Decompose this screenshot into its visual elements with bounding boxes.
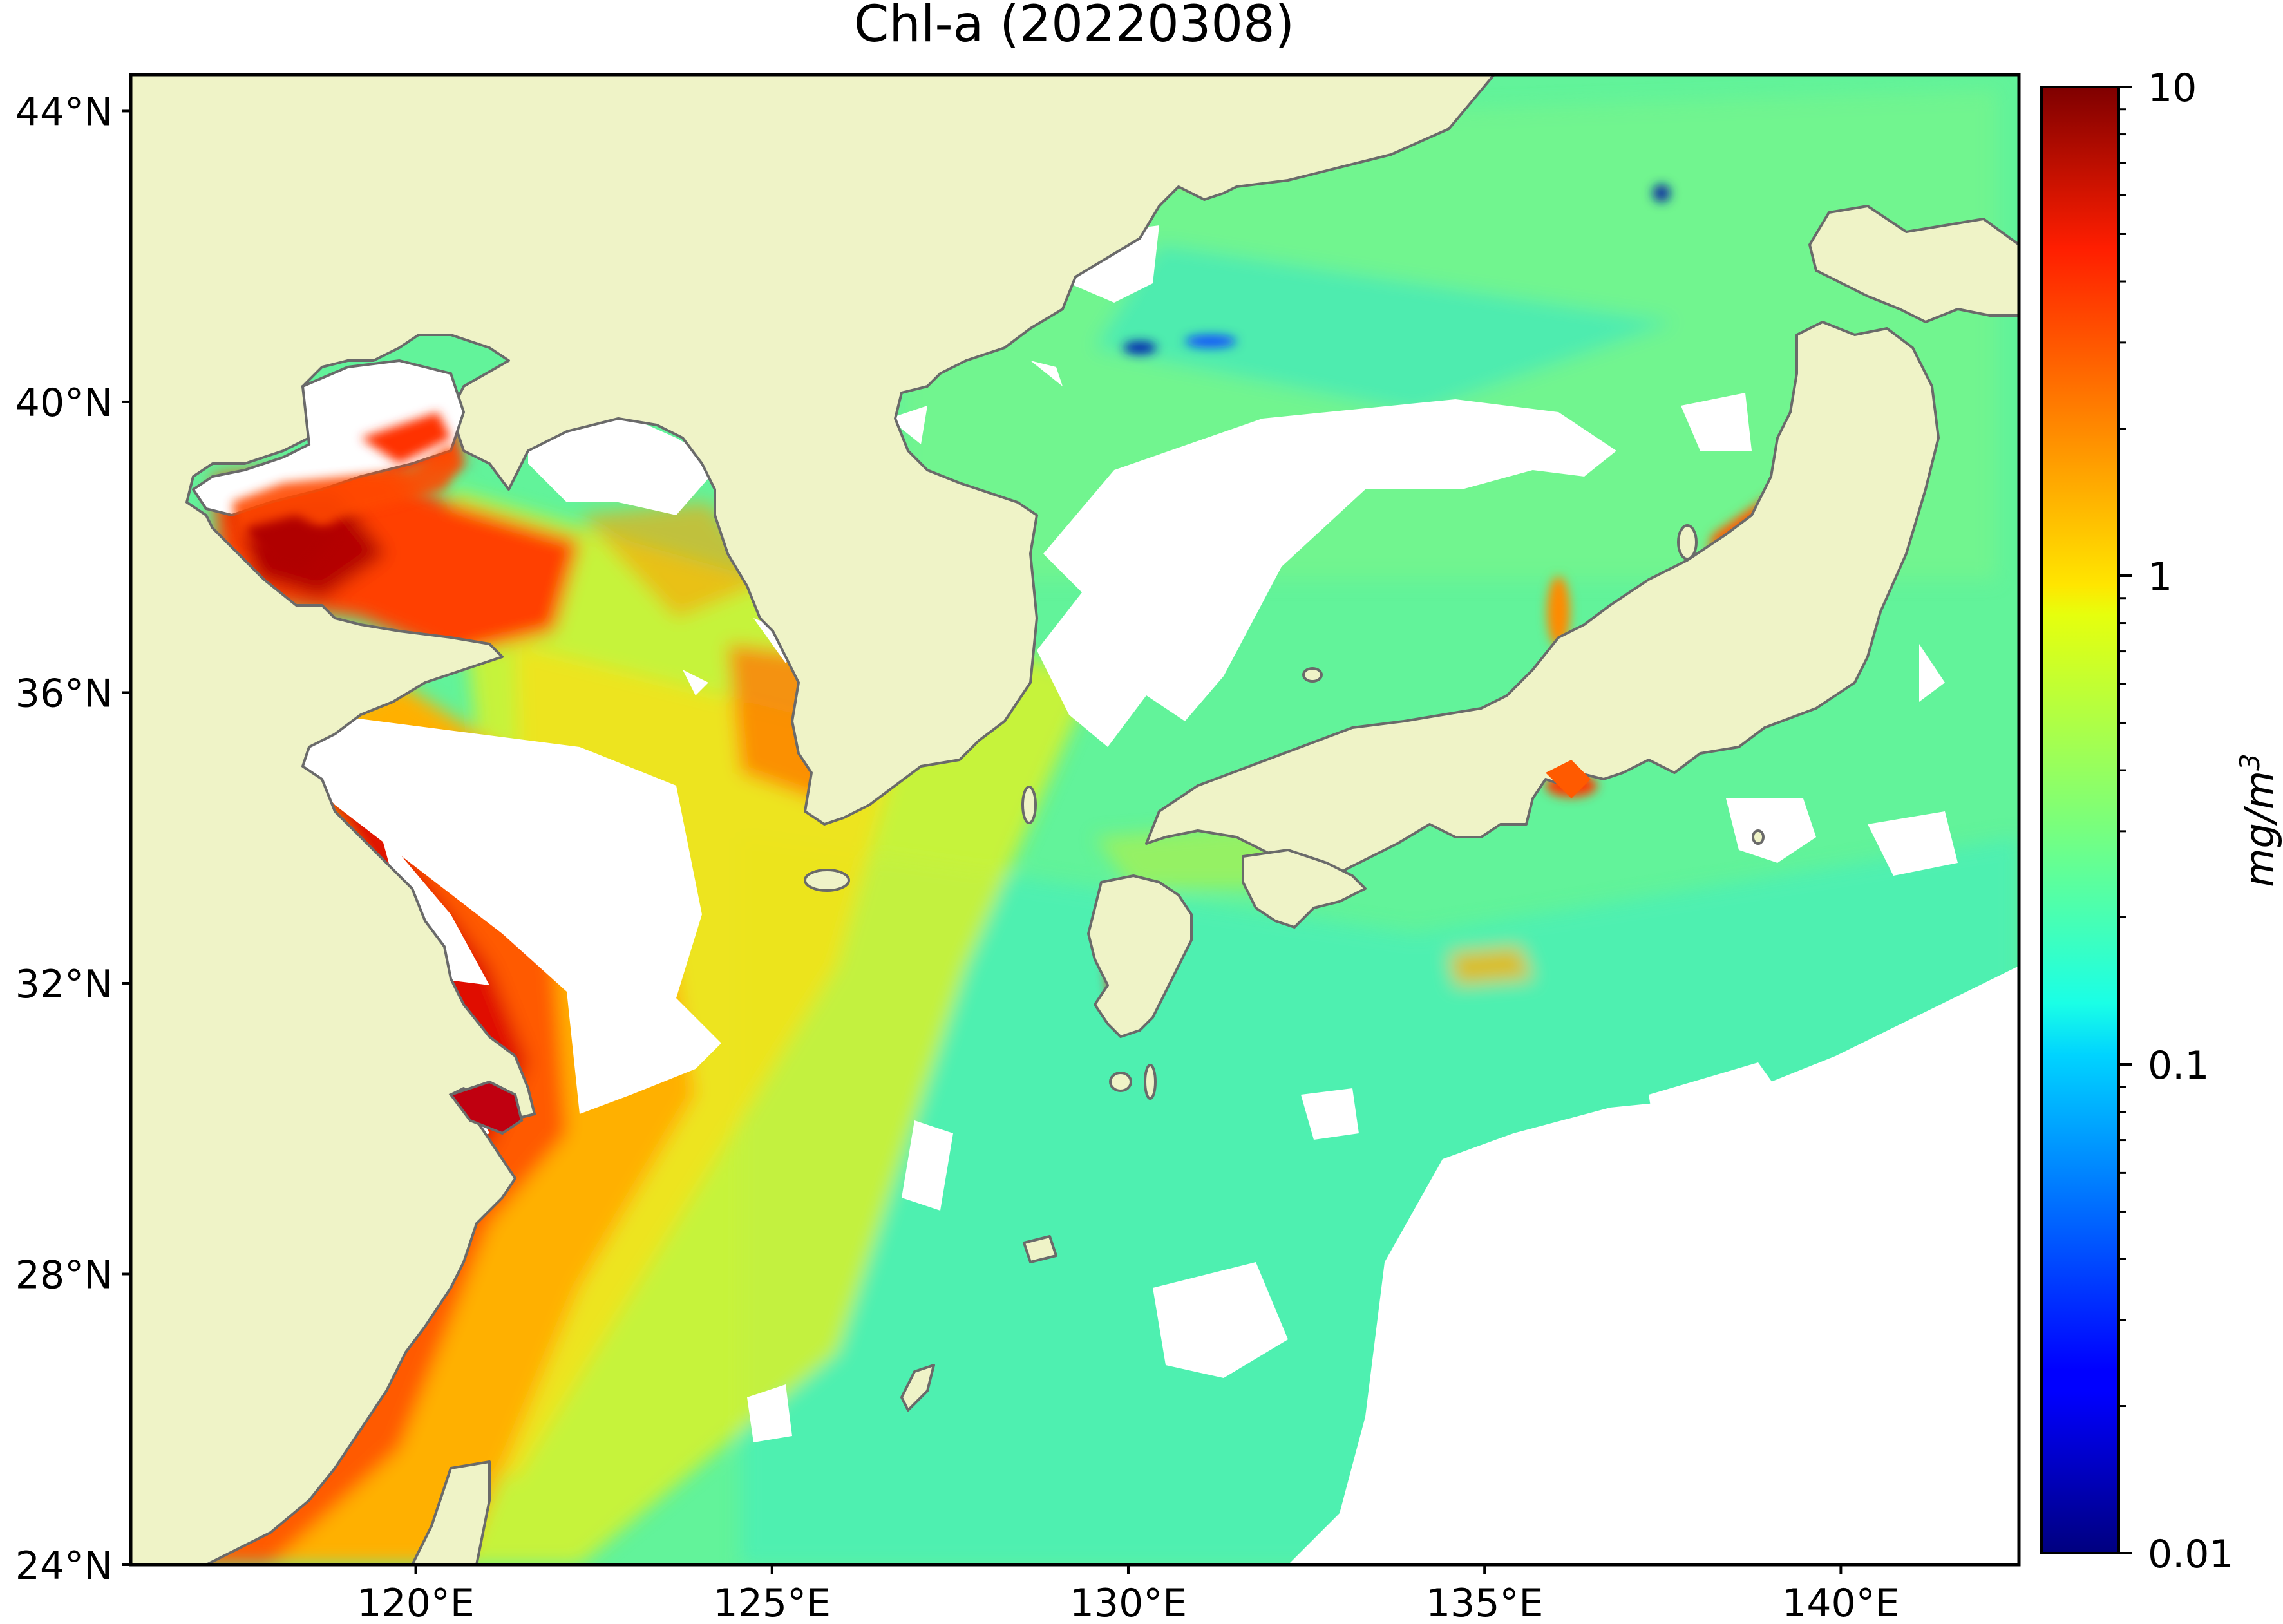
landmass-sado <box>1677 524 1698 560</box>
colorbar-tick-label: 1 <box>2148 554 2172 600</box>
landmass-jeju <box>804 869 850 892</box>
latitude-axis: 44°N 40°N 36°N 32°N 28°N 24°N <box>15 90 131 1589</box>
landmass-honshu <box>1145 321 1940 890</box>
lat-tick-label: 40°N <box>15 381 113 426</box>
landmass-tanegashima <box>1144 1064 1157 1100</box>
cloud-no-data <box>180 225 2019 1565</box>
landmass-izu-oshima <box>1752 829 1765 845</box>
lon-tick-label: 125°E <box>714 1581 831 1624</box>
landmass-shikoku <box>1242 849 1367 929</box>
colorbar-tick-label: 0.01 <box>2148 1532 2234 1577</box>
lat-tick-label: 32°N <box>15 962 113 1007</box>
landmass-taiwan <box>411 1460 491 1565</box>
colorbar-unit-label: mg/m3 <box>2234 753 2283 887</box>
landmass-hokkaido <box>1808 205 2019 323</box>
colorbar-tick-label: 0.1 <box>2148 1043 2209 1088</box>
map-frame <box>129 73 2021 1567</box>
colorbar: 10 1 0.1 0.01 mg/m3 <box>2040 66 2283 1577</box>
landmass-okinawa <box>900 1364 935 1412</box>
lat-tick-label: 24°N <box>15 1544 113 1589</box>
map-panel <box>131 75 2019 1565</box>
longitude-axis: 120°E 125°E 130°E 135°E 140°E <box>357 1565 1900 1624</box>
landmass-amami <box>1023 1235 1057 1263</box>
colorbar-tick-label: 10 <box>2148 66 2197 111</box>
colorbar-unit-exponent: 3 <box>2234 753 2266 771</box>
lat-tick-label: 44°N <box>15 90 113 135</box>
chart-title: Chl-a (20220308) <box>854 0 1294 53</box>
lat-tick-label: 28°N <box>15 1252 113 1298</box>
ise-bay <box>1546 760 1591 798</box>
colorbar-gradient <box>2040 86 2120 1554</box>
landmass-tsushima <box>1021 786 1037 824</box>
lon-tick-label: 130°E <box>1070 1581 1187 1624</box>
lon-tick-label: 140°E <box>1782 1581 1899 1624</box>
lat-tick-label: 36°N <box>15 671 113 716</box>
bohai-sea <box>191 359 466 573</box>
lon-tick-label: 120°E <box>357 1581 474 1624</box>
hangzhou-bay <box>448 1080 524 1135</box>
lon-tick-label: 135°E <box>1426 1581 1543 1624</box>
colorbar-ticks: 10 1 0.1 0.01 <box>2119 66 2234 1577</box>
landmass-oki <box>1302 667 1323 683</box>
landmass-yakushima <box>1109 1072 1132 1092</box>
landmass-kyushu <box>1087 874 1193 1038</box>
